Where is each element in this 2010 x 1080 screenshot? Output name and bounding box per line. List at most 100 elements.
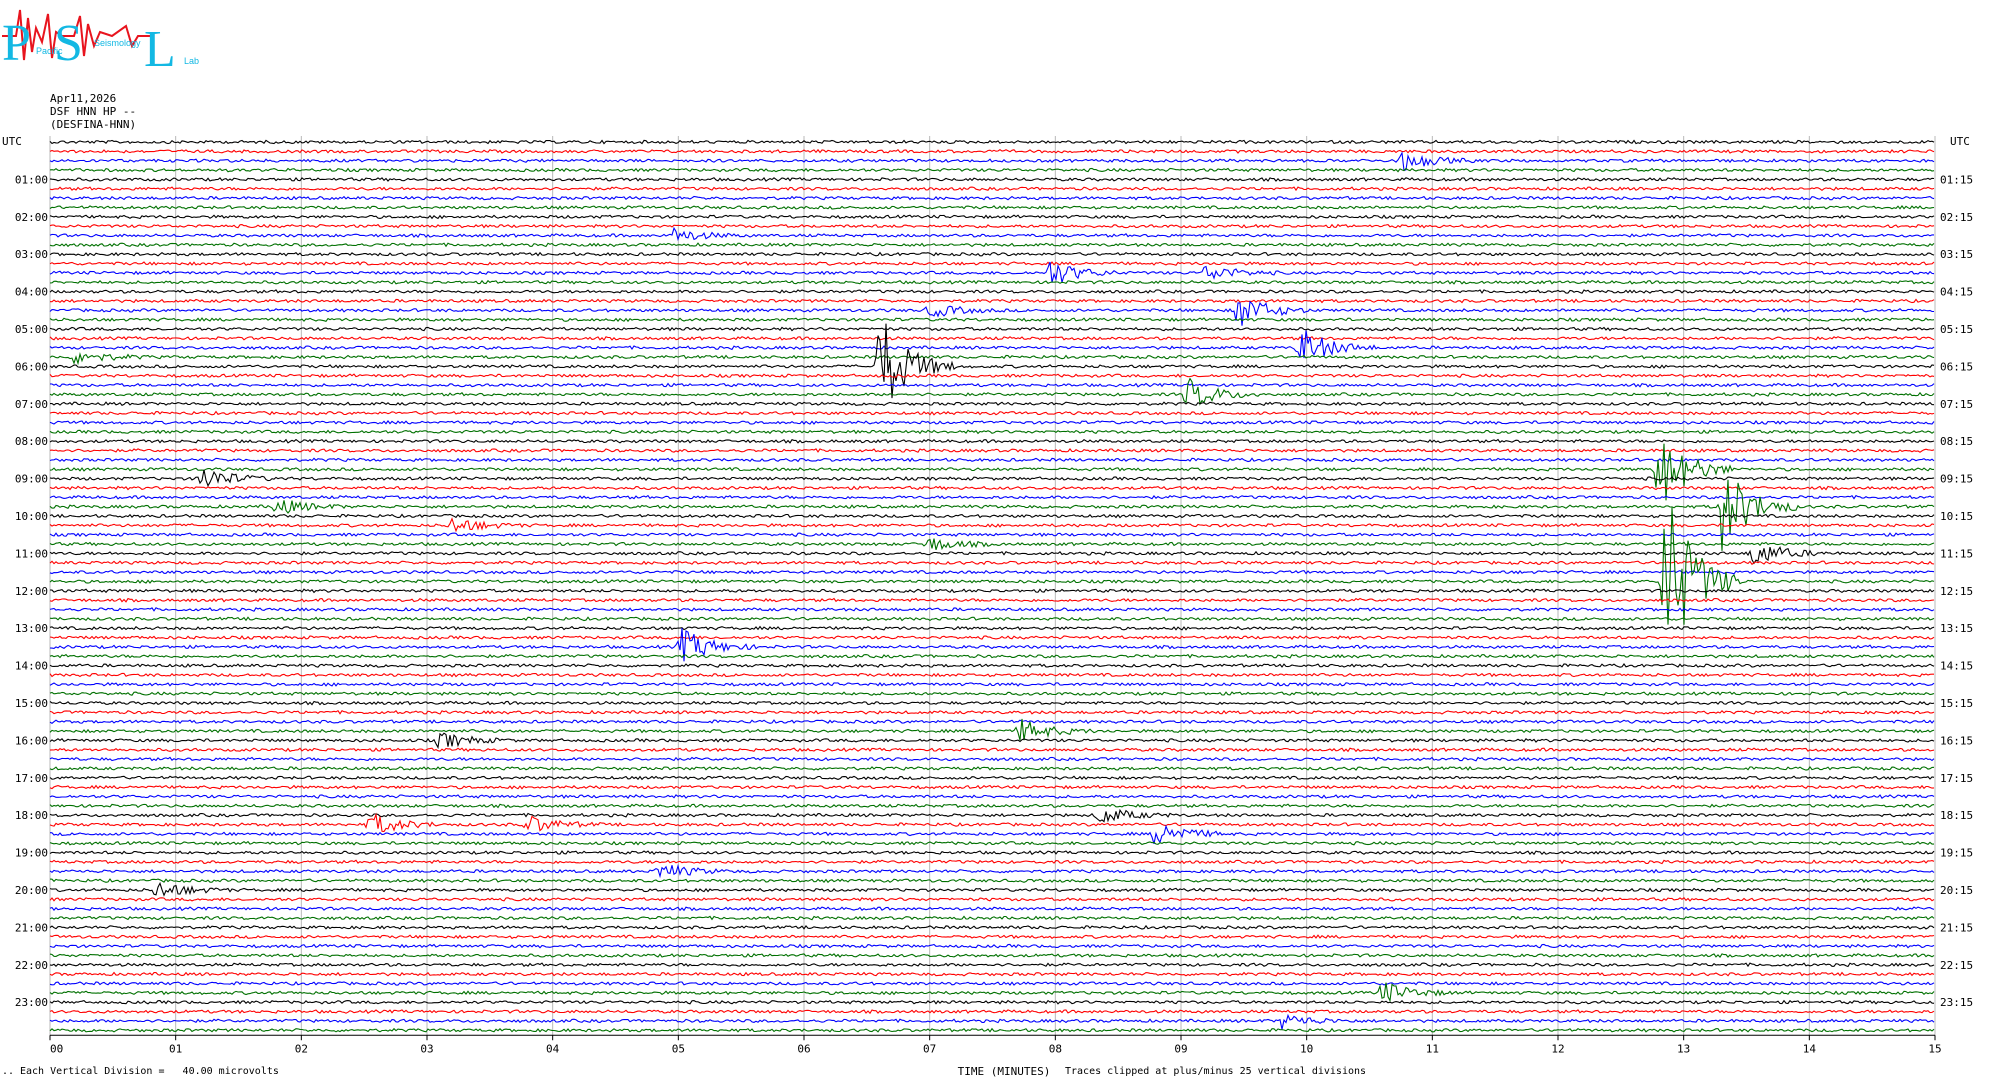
seismic-trace: [49, 326, 1935, 332]
seismic-trace: [49, 709, 1935, 715]
logo-wave: [2, 9, 150, 61]
seismic-trace: [49, 419, 1935, 425]
right-hour-label: 17:15: [1940, 772, 1973, 785]
left-hour-label: 07:00: [15, 398, 48, 411]
seismic-trace: [49, 616, 1935, 622]
logo-letter-l: L: [144, 21, 176, 70]
seismic-trace: [49, 469, 1935, 488]
right-hour-label: 03:15: [1940, 248, 1973, 261]
logo-word-pacific: Pacific: [36, 46, 63, 56]
seismic-trace: [49, 560, 1935, 566]
x-tick-label: 13: [1677, 1042, 1690, 1055]
seismic-trace: [49, 447, 1935, 453]
seismic-trace: [49, 878, 1935, 884]
right-hour-label: 02:15: [1940, 211, 1973, 224]
seismic-trace: [49, 494, 1935, 500]
seismic-trace: [49, 794, 1935, 799]
seismic-trace: [49, 700, 1935, 706]
x-tick-label: 12: [1551, 1042, 1564, 1055]
seismic-trace: [49, 186, 1935, 192]
right-hour-label: 01:15: [1940, 173, 1973, 186]
x-tick-label: 09: [1174, 1042, 1187, 1055]
seismic-trace: [49, 148, 1935, 154]
right-hour-label: 08:15: [1940, 435, 1973, 448]
right-hour-label: 15:15: [1940, 697, 1973, 710]
seismic-trace: [49, 765, 1935, 771]
right-hour-label: 06:15: [1940, 360, 1973, 373]
x-tick-label: 02: [295, 1042, 308, 1055]
plot-station: (DESFINA-HNN): [50, 118, 137, 131]
seismic-trace: [49, 628, 1935, 662]
seismic-trace: [49, 881, 1935, 897]
x-tick-label: 00: [50, 1042, 63, 1055]
left-hour-label: 10:00: [15, 510, 48, 523]
left-hour-label: 18:00: [15, 809, 48, 822]
x-tick-label: 03: [420, 1042, 433, 1055]
seismic-trace: [49, 373, 1935, 379]
seismic-trace: [49, 896, 1935, 902]
seismic-trace: [49, 812, 1935, 833]
seismic-trace: [49, 513, 1935, 519]
seismic-trace: [49, 775, 1935, 781]
seismic-trace: [49, 204, 1935, 210]
x-tick-label: 05: [672, 1042, 685, 1055]
x-axis-title: TIME (MINUTES): [958, 1065, 1051, 1078]
left-hour-label: 05:00: [15, 323, 48, 336]
x-tick-label: 06: [797, 1042, 810, 1055]
seismic-trace: [49, 924, 1935, 930]
seismic-trace: [49, 784, 1935, 790]
left-axis-title: UTC: [2, 135, 22, 148]
seismic-trace: [49, 195, 1935, 201]
left-hour-label: 15:00: [15, 697, 48, 710]
seismic-trace: [49, 279, 1935, 285]
left-hour-label: 09:00: [15, 473, 48, 486]
right-hour-label: 09:15: [1940, 473, 1973, 486]
seismic-trace: [49, 934, 1935, 940]
seismic-trace: [49, 261, 1935, 283]
seismic-trace: [49, 588, 1935, 594]
seismic-trace: [49, 863, 1935, 879]
left-hour-label: 02:00: [15, 211, 48, 224]
left-hour-label: 16:00: [15, 734, 48, 747]
seismic-trace: [49, 980, 1935, 986]
right-hour-label: 11:15: [1940, 547, 1973, 560]
seismic-trace: [49, 377, 1935, 406]
left-hour-label: 03:00: [15, 248, 48, 261]
seismic-trace: [49, 569, 1935, 575]
seismic-trace: [49, 438, 1935, 444]
seismic-trace: [49, 139, 1935, 145]
seismic-trace: [49, 443, 1934, 501]
x-tick-label: 14: [1803, 1042, 1817, 1055]
right-hour-label: 12:15: [1940, 585, 1973, 598]
left-hour-label: 11:00: [15, 547, 48, 560]
vertical-division-note: Each Vertical Division = 40.00 microvolt…: [20, 1066, 279, 1077]
seismic-trace: [49, 410, 1935, 416]
seismic-trace: [49, 226, 1934, 242]
seismic-trace: [49, 672, 1934, 678]
clip-note: Traces clipped at plus/minus 25 vertical…: [1065, 1066, 1367, 1077]
seismic-trace: [49, 625, 1935, 631]
seismic-trace: [49, 756, 1935, 762]
x-tick-label: 04: [546, 1042, 560, 1055]
seismic-trace: [49, 653, 1935, 659]
seismic-trace: [49, 1027, 1935, 1033]
seismic-trace: [49, 999, 1935, 1005]
seismic-trace: [49, 982, 1935, 1003]
seismic-trace: [49, 485, 1935, 491]
seismic-trace: [49, 803, 1935, 809]
seismic-trace: [49, 859, 1935, 865]
right-hour-label: 05:15: [1940, 323, 1973, 336]
left-hour-label: 20:00: [15, 884, 48, 897]
left-hour-label: 19:00: [15, 847, 48, 860]
right-hour-label: 16:15: [1940, 734, 1973, 747]
right-hour-label: 10:15: [1940, 510, 1973, 523]
x-tick-label: 07: [923, 1042, 936, 1055]
seismic-trace: [49, 401, 1935, 407]
seismic-trace: [49, 732, 1935, 750]
right-hour-label: 21:15: [1940, 921, 1973, 934]
seismic-trace: [49, 382, 1935, 388]
left-hour-label: 06:00: [15, 360, 48, 373]
seismic-trace: [49, 718, 1935, 741]
psl-logo: P S L Pacific Seismology Lab: [2, 9, 199, 70]
